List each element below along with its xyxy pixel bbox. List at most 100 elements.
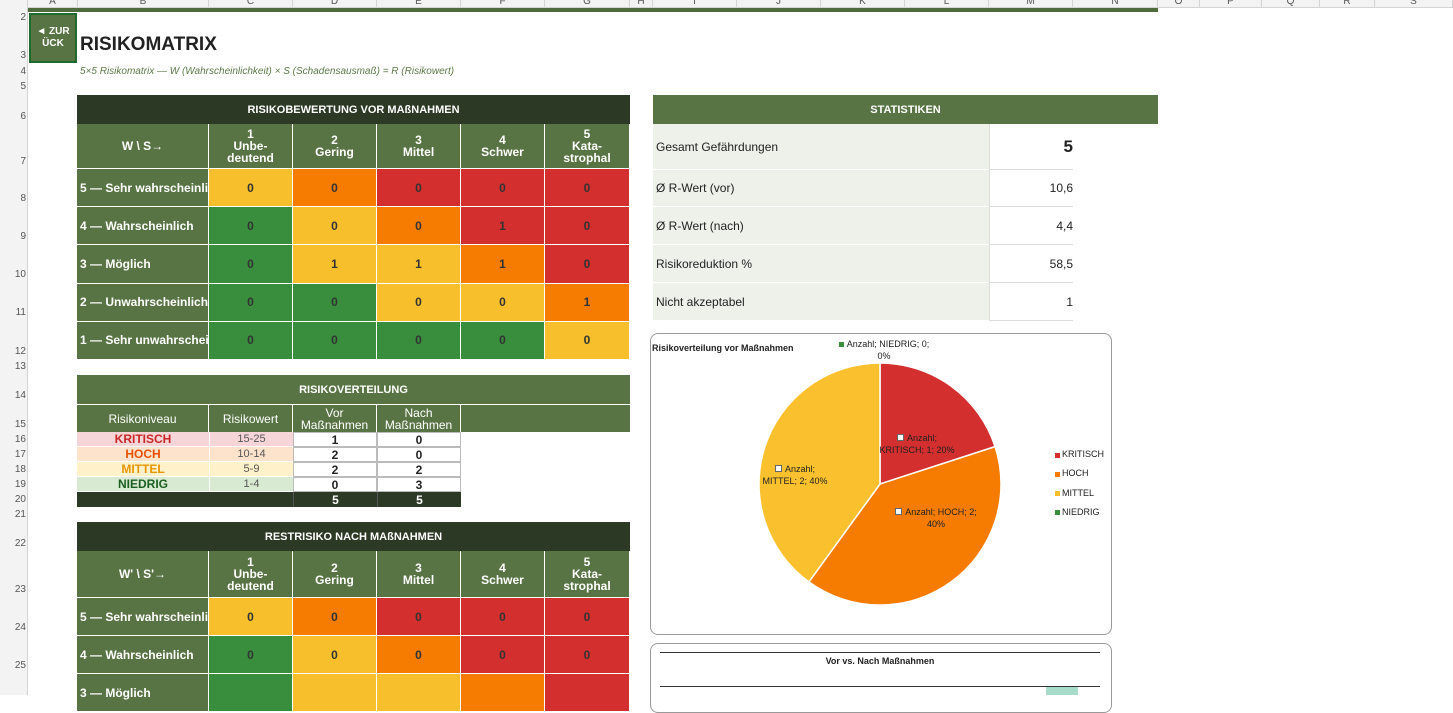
level-cell: KRITISCH [77, 432, 209, 447]
row-number: 5 [20, 81, 26, 92]
matrix-column-header: 5 Kata- strophal [545, 551, 630, 598]
row-number: 6 [20, 111, 26, 122]
row-number: 15 [14, 419, 26, 430]
data-label-marker [896, 434, 904, 441]
matrix-cell: 0 [461, 283, 545, 322]
legend-swatch [1055, 491, 1060, 497]
data-label: Anzahl; HOCH; 2; 40% [893, 506, 979, 534]
row-number: 21 [14, 509, 26, 520]
level-cell: MITTEL [77, 462, 209, 477]
statistic-value: 4,4 [989, 207, 1073, 245]
matrix-row-label: 5 — Sehr wahrscheinlich [77, 169, 209, 208]
matrix-cell: 0 [377, 169, 461, 208]
count-cell: 0 [293, 477, 377, 492]
top-rule [28, 8, 1158, 12]
matrix-column-header: 4 Schwer [461, 551, 545, 598]
legend-swatch [1055, 452, 1060, 458]
column-header: F [461, 0, 545, 7]
count-cell: 1 [293, 432, 377, 447]
matrix-column-header: 1 Unbe- deutend [209, 124, 293, 169]
count-cell: 3 [377, 477, 461, 492]
matrix-cell: 0 [545, 245, 630, 284]
range-cell: 15-25 [209, 432, 293, 447]
data-label: Anzahl; MITTEL; 2; 40% [760, 463, 830, 491]
matrix-cell: 0 [293, 169, 377, 208]
statistic-value: 10,6 [989, 170, 1073, 207]
matrix-column-header: 2 Gering [293, 551, 377, 598]
count-cell: 2 [377, 462, 461, 477]
matrix-cell [209, 674, 293, 712]
range-cell: 1-4 [209, 477, 293, 492]
data-label-text: Anzahl; NIEDRIG; 0; 0% [846, 339, 930, 361]
matrix-cell: 1 [461, 207, 545, 246]
statistic-label: Ø R-Wert (nach) [653, 207, 989, 245]
matrix-column-header: 5 Kata- strophal [545, 124, 630, 169]
matrix-cell: 0 [209, 636, 293, 674]
distribution-header: Risikowert [209, 404, 293, 432]
legend-swatch [1055, 510, 1060, 516]
matrix-cell: 0 [209, 598, 293, 636]
column-header: E [377, 0, 461, 7]
chart-frame [650, 333, 1112, 635]
back-button[interactable]: ◄ ZURÜCK [29, 13, 77, 63]
row-number: 20 [14, 494, 26, 505]
level-cell: HOCH [77, 447, 209, 462]
matrix-column-header: 3 Mittel [377, 124, 461, 169]
matrix-title: RESTRISIKO NACH MAßNAHMEN [77, 522, 630, 551]
chart-frame [650, 643, 1112, 713]
row-number: 18 [14, 464, 26, 475]
column-header-bar [0, 0, 1453, 8]
column-header: C [209, 0, 293, 7]
statistic-value: 58,5 [989, 245, 1073, 283]
chart-rule [660, 652, 1100, 653]
column-header: Q [1262, 0, 1320, 7]
row-number: 11 [15, 307, 26, 318]
legend-swatch [1055, 471, 1060, 477]
matrix-cell: 1 [293, 245, 377, 284]
matrix-cell: 0 [209, 321, 293, 360]
row-number: 25 [14, 660, 26, 671]
column-header: A [28, 0, 78, 7]
matrix-corner: W' \ S'→ [77, 551, 209, 598]
column-header: G [545, 0, 630, 7]
matrix-cell [293, 674, 377, 712]
data-label-text: Anzahl; MITTEL; 2; 40% [762, 464, 828, 486]
row-number: 14 [14, 390, 26, 401]
matrix-corner: W \ S→ [77, 124, 209, 169]
data-label-marker [774, 465, 782, 472]
row-number: 17 [14, 449, 26, 460]
column-header: S [1375, 0, 1453, 7]
count-cell: 0 [377, 447, 461, 462]
matrix-row-label: 3 — Möglich [77, 245, 209, 284]
column-header: O [1158, 0, 1200, 7]
chart-bar [1046, 687, 1078, 695]
chart-title: Vor vs. Nach Maßnahmen [825, 656, 935, 666]
matrix-row-label: 3 — Möglich [77, 674, 209, 712]
column-header: I [653, 0, 737, 7]
column-header: K [821, 0, 905, 7]
data-label-marker [895, 508, 903, 515]
row-number: 4 [20, 66, 26, 77]
matrix-cell: 0 [377, 321, 461, 360]
statistics-title: STATISTIKEN [653, 95, 1158, 124]
matrix-cell: 0 [545, 636, 630, 674]
row-number: 19 [14, 479, 26, 490]
title: RISIKOMATRIX [80, 34, 217, 55]
matrix-cell: 0 [377, 636, 461, 674]
data-label-marker [838, 342, 844, 347]
statistic-label: Nicht akzeptabel [653, 283, 989, 321]
column-header: H [630, 0, 653, 7]
row-number: 10 [14, 269, 26, 280]
matrix-cell: 0 [209, 283, 293, 322]
matrix-cell: 0 [377, 207, 461, 246]
row-number: 7 [20, 156, 26, 167]
row-header-bar [0, 0, 28, 695]
matrix-cell: 0 [461, 598, 545, 636]
row-number: 8 [20, 193, 26, 204]
count-cell: 2 [293, 447, 377, 462]
matrix-cell: 0 [293, 321, 377, 360]
range-cell: 10-14 [209, 447, 293, 462]
matrix-column-header: 2 Gering [293, 124, 377, 169]
column-header: B [78, 0, 209, 7]
